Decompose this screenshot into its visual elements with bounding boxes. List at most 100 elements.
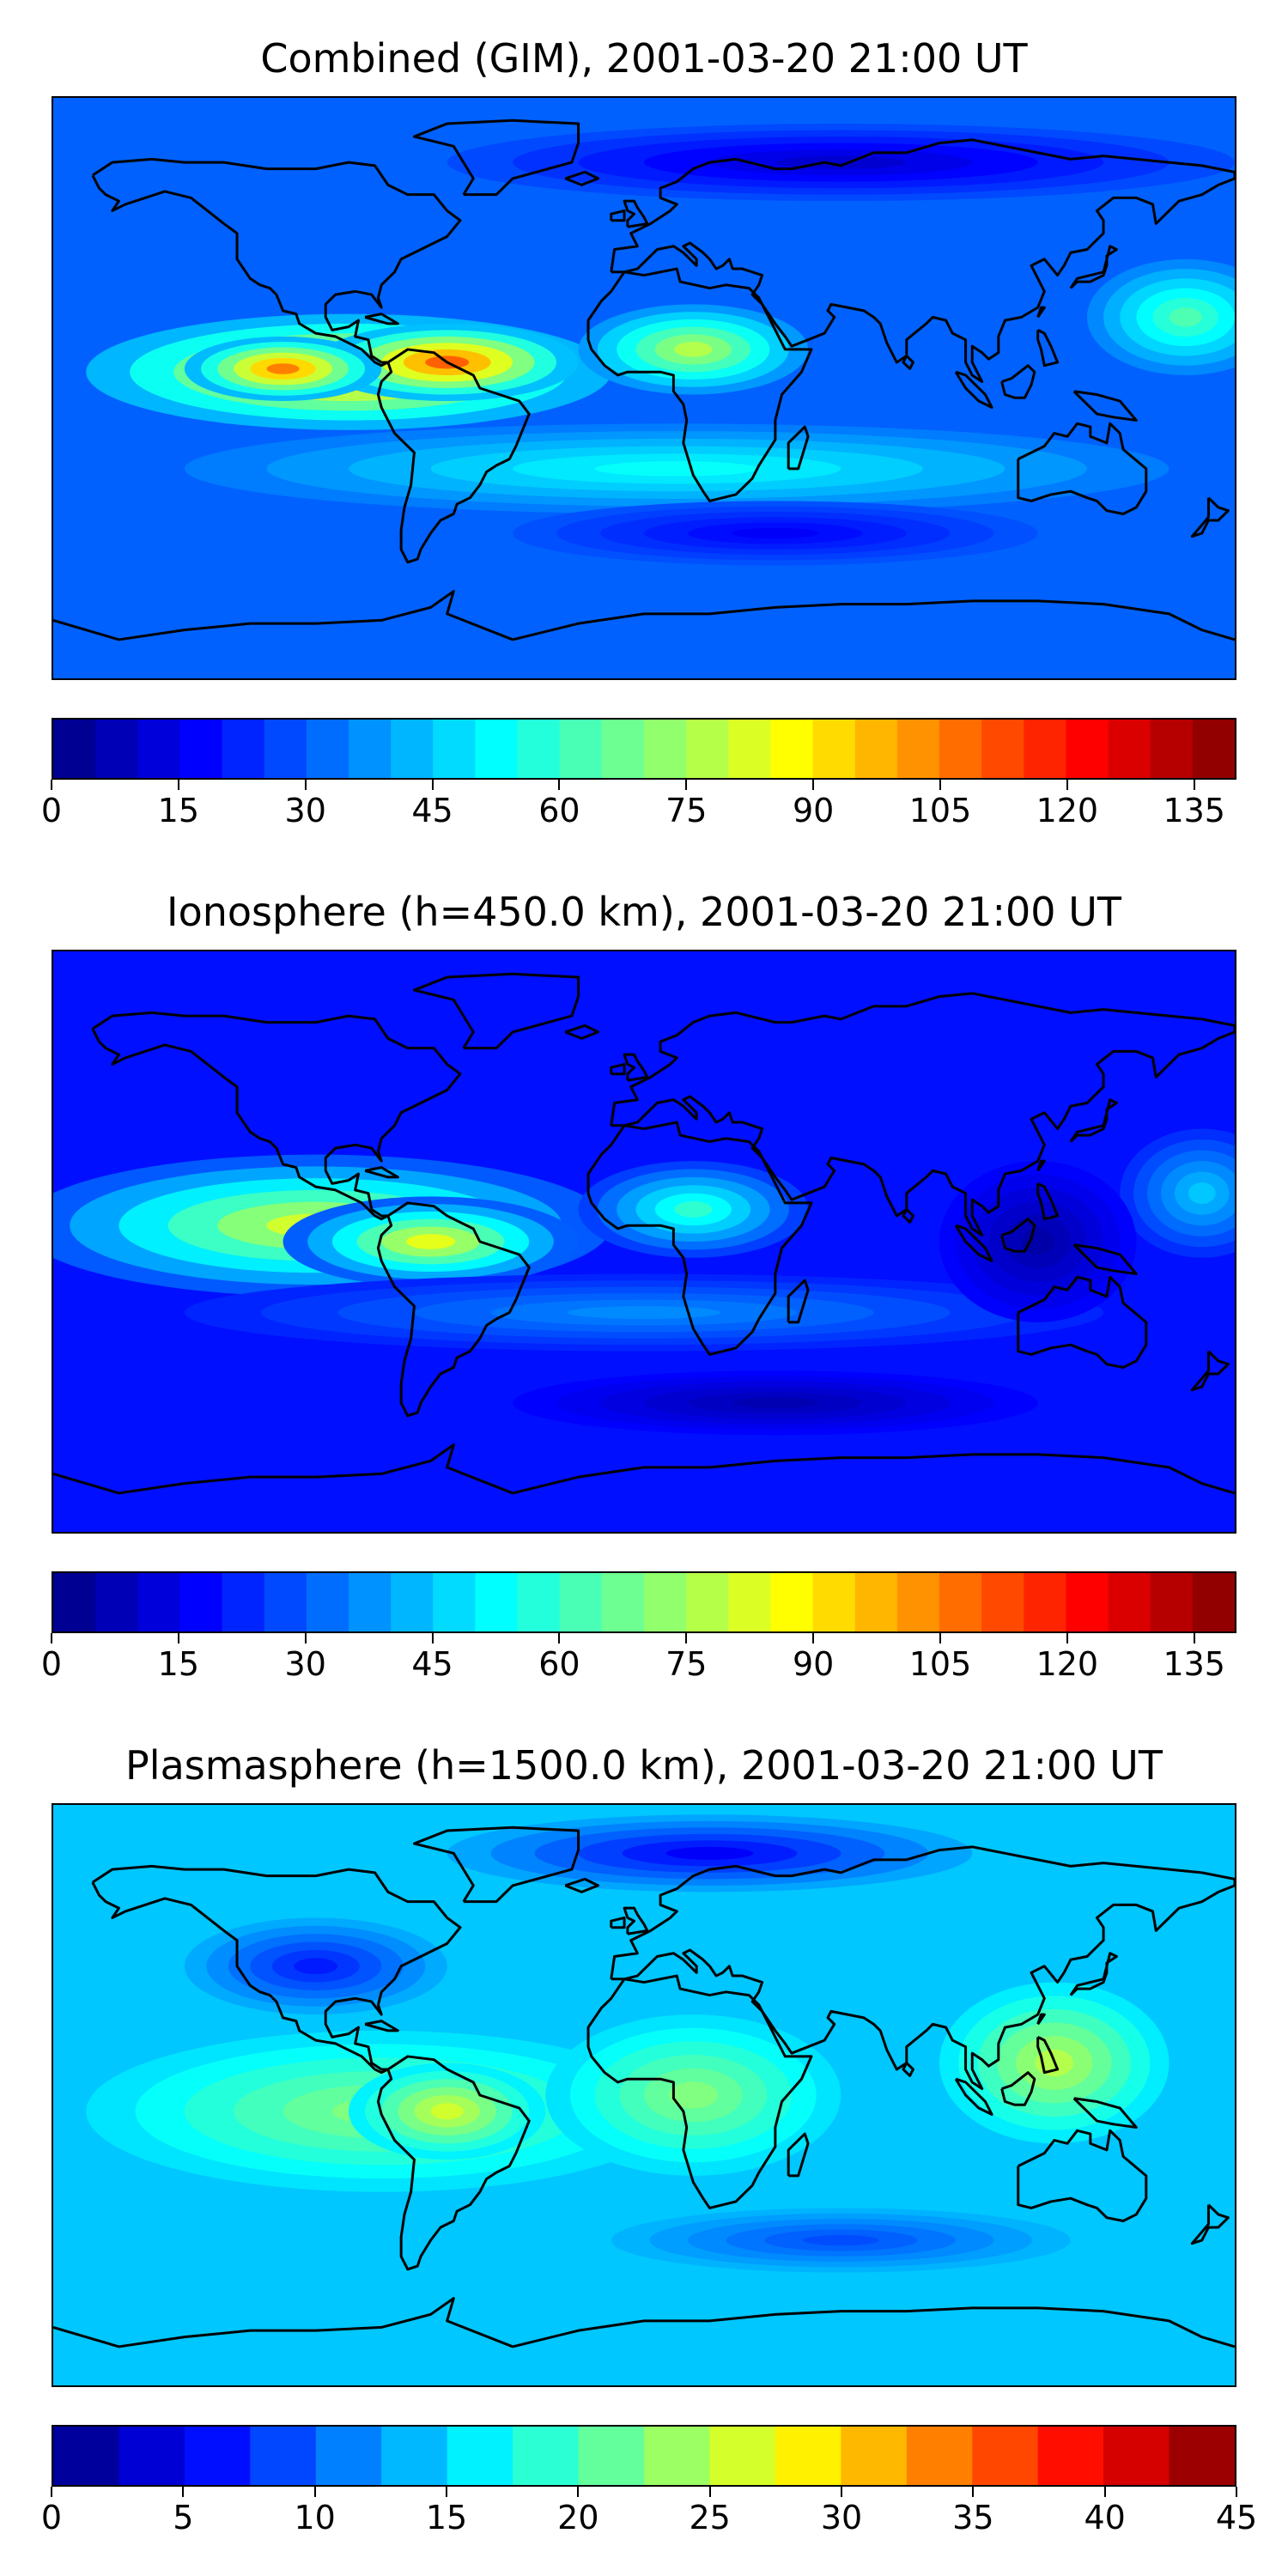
coastline-18	[903, 2063, 913, 2075]
colorbar-tick-label: 25	[689, 2499, 731, 2537]
colorbar-tick-label: 15	[157, 792, 200, 829]
colorbar-segment-16	[1103, 2427, 1170, 2485]
colorbar-tick-label: 45	[411, 792, 453, 829]
colorbar-tick	[841, 2487, 842, 2497]
colorbar-segment-8	[578, 2427, 645, 2485]
coastline-8	[611, 210, 624, 220]
tec-field-combined	[53, 98, 1235, 678]
colorbar-segment-9	[433, 720, 477, 778]
colorbar-tick	[972, 2487, 975, 2497]
colorbar-segment-21	[939, 720, 982, 778]
colorbar-segment-3	[179, 1573, 223, 1631]
colorbar-tick-label: 120	[1036, 1645, 1099, 1683]
colorbar-tick	[1193, 1633, 1195, 1643]
coastline-7	[624, 1908, 647, 1934]
colorbar-segment-18	[812, 1573, 856, 1631]
coastline-18	[903, 1209, 913, 1222]
colorbar-tick	[182, 2487, 185, 2497]
colorbar-combined	[52, 718, 1236, 780]
colorbar-segment-7	[513, 2427, 580, 2485]
colorbar-segment-23	[1024, 1573, 1067, 1631]
coastline-11	[956, 372, 992, 407]
tec-contour-5-5	[594, 461, 759, 477]
colorbar-segment-4	[222, 1573, 265, 1631]
colorbar-segment-12	[559, 720, 603, 778]
colorbar-tick-label: 45	[1215, 2499, 1258, 2537]
colorbar-tick-label: 75	[665, 1645, 708, 1683]
colorbar-tick	[1236, 2487, 1237, 2497]
colorbar-combined-svg	[53, 720, 1235, 778]
colorbar-segment-21	[939, 1573, 982, 1631]
coastline-3	[611, 140, 1235, 382]
colorbar-segment-17	[770, 1573, 814, 1631]
colorbar-tick	[685, 1633, 688, 1643]
colorbar-segment-15	[686, 720, 729, 778]
colorbar-segment-6	[447, 2427, 513, 2485]
colorbar-tick	[577, 2487, 580, 2497]
map-combined	[52, 96, 1236, 680]
colorbar-tick-label: 15	[425, 2499, 468, 2537]
colorbar-segment-22	[981, 720, 1024, 778]
coastline-19	[1038, 307, 1045, 317]
colorbar-segment-27	[1192, 720, 1235, 778]
colorbar-segment-4	[315, 2427, 382, 2485]
tec-contour-4-5	[1169, 307, 1202, 327]
colorbar-tick-label: 5	[173, 2499, 194, 2537]
tec-contour-2-5	[674, 1201, 713, 1218]
colorbar-segment-10	[475, 1573, 519, 1631]
tec-contour-4-5	[567, 1306, 721, 1320]
colorbar-tick-label: 75	[665, 792, 708, 829]
coastline-2	[378, 2057, 529, 2269]
colorbar-plasmasphere-svg	[53, 2427, 1235, 2485]
coastline-18	[903, 355, 913, 368]
colorbar-plasmasphere	[52, 2425, 1236, 2487]
coastline-0	[93, 159, 460, 365]
colorbar-segment-14	[972, 2427, 1039, 2485]
coastline-2	[378, 349, 529, 562]
colorbar-tick-label: 60	[538, 1645, 580, 1683]
colorbar-segment-1	[95, 1573, 138, 1631]
tec-contour-3-5	[674, 342, 713, 357]
colorbar-segment-3	[179, 720, 223, 778]
colorbar-tick-label: 20	[557, 2499, 599, 2537]
colorbar-segment-13	[906, 2427, 973, 2485]
colorbar-segment-19	[854, 1573, 898, 1631]
colorbar-segment-14	[644, 720, 687, 778]
colorbar-tick-label: 105	[908, 1645, 972, 1683]
tec-contour-6-5	[802, 2234, 879, 2246]
colorbar-tick	[51, 2487, 52, 2497]
tec-contour-3-5	[1188, 1182, 1216, 1205]
colorbar-segment-25	[1108, 720, 1151, 778]
coastline-11	[956, 1225, 992, 1261]
coastline-15	[365, 1168, 398, 1177]
colorbar-tick-label: 0	[40, 2499, 63, 2537]
colorbar-segment-24	[1066, 1573, 1109, 1631]
coastline-6	[1018, 2130, 1146, 2221]
coastline-17	[1038, 1183, 1058, 1218]
colorbar-segment-16	[728, 1573, 772, 1631]
colorbar-tick	[685, 780, 688, 790]
colorbar-segment-20	[896, 720, 940, 778]
map-plasmasphere	[52, 1803, 1236, 2387]
coastline-8	[611, 1917, 624, 1927]
colorbar-segment-23	[1024, 720, 1067, 778]
coastline-1	[414, 120, 578, 194]
tec-contour-6-5	[731, 1397, 819, 1409]
colorbar-segment-17	[1169, 2427, 1235, 2485]
coastline-13	[1192, 498, 1228, 537]
tec-contour-5-5	[1021, 1228, 1054, 1255]
colorbar-tick	[1066, 780, 1068, 790]
coastline-8	[611, 1064, 624, 1073]
colorbar-tick	[177, 1633, 179, 1643]
colorbar-segment-27	[1192, 1573, 1235, 1631]
colorbar-tick-label: 60	[538, 792, 580, 829]
colorbar-segment-8	[391, 1573, 434, 1631]
coastline-16	[565, 1879, 598, 1892]
colorbar-tick	[51, 780, 52, 790]
colorbar-segment-2	[184, 2427, 251, 2485]
coastline-5	[788, 1280, 808, 1322]
coastline-3	[611, 993, 1235, 1236]
colorbar-tick	[446, 2487, 447, 2497]
coastline-16	[565, 1025, 598, 1038]
coastline-17	[1038, 330, 1058, 365]
